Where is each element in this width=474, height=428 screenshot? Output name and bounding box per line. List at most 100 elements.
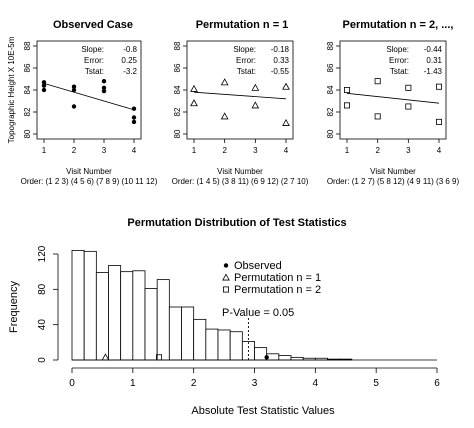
data-point [343, 102, 350, 109]
data-point [251, 101, 260, 109]
panel-title: Permutation n = 2, ..., [343, 19, 454, 31]
y-tick-label: 80 [37, 283, 48, 295]
order-text: Order: (1 4 5) (3 8 11) (6 9 12) (2 7 10… [172, 177, 309, 186]
y-tick-label: 40 [37, 319, 48, 331]
stat-value: -0.44 [424, 45, 443, 54]
x-tick-label: 3 [102, 146, 107, 155]
y-tick-label: 86 [326, 63, 335, 72]
x-axis-label: Visit Number [217, 167, 263, 176]
p-value-label: P-Value = 0.05 [222, 307, 294, 319]
x-axis-label: Visit Number [66, 167, 112, 176]
panel-title: Permutation n = 1 [196, 19, 289, 31]
y-tick-label: 84 [326, 85, 335, 94]
x-tick-label: 3 [253, 146, 258, 155]
stat-label: Slope: [386, 45, 409, 54]
histogram-panel: Permutation Distribution of Test Statist… [8, 217, 440, 417]
stat-value: -0.8 [123, 45, 137, 54]
data-point [101, 85, 107, 91]
legend-label: Observed [234, 260, 282, 272]
data-point [374, 113, 381, 120]
data-point [41, 87, 47, 93]
stat-label: Error: [236, 56, 256, 65]
y-tick-label: 84 [173, 85, 182, 94]
data-point [220, 112, 229, 120]
x-tick-label: 3 [252, 378, 258, 389]
histogram-bar [168, 306, 182, 361]
x-axis-label: Absolute Test Statistic Values [191, 405, 335, 417]
x-tick-label: 2 [222, 146, 227, 155]
regression-line [43, 83, 135, 111]
data-point [131, 119, 137, 125]
stat-label: Slope: [81, 45, 104, 54]
x-tick-label: 1 [192, 146, 197, 155]
data-point [405, 103, 412, 110]
x-tick-label: 2 [375, 146, 380, 155]
y-axis-label: Topographic Height X 10E-5m [7, 36, 16, 143]
histogram-bar [156, 279, 170, 361]
stat-label: Tstat: [237, 67, 256, 76]
stat-label: Error: [389, 56, 409, 65]
scatter-panel-3: Permutation n = 2, ..., 1 2 3 4 80 82 84 86 88 Vis… [326, 19, 460, 186]
data-point [71, 104, 77, 109]
y-tick-label: 86 [23, 63, 32, 72]
x-tick-label: 2 [72, 146, 77, 155]
y-tick-label: 88 [23, 41, 32, 50]
x-tick-label: 2 [191, 378, 197, 389]
histogram-bar [108, 265, 122, 361]
x-tick-label: 5 [373, 378, 379, 389]
legend-label: Permutation n = 1 [234, 272, 321, 284]
y-tick-label: 88 [326, 41, 335, 50]
x-tick-label: 4 [132, 146, 137, 155]
data-point [190, 84, 198, 92]
histogram-bar [83, 250, 97, 361]
data-point [41, 80, 47, 85]
x-tick-label: 0 [69, 378, 75, 389]
data-point [101, 88, 107, 94]
scatter-panel-2: Permutation n = 1 1 2 3 4 80 82 84 86 88 Visit Num… [172, 19, 309, 186]
y-tick-label: 82 [23, 107, 32, 116]
legend-marker [222, 286, 229, 293]
stat-value: -3.2 [123, 67, 137, 76]
stat-label: Tstat: [390, 67, 409, 76]
stat-label: Slope: [233, 45, 256, 54]
y-tick-label: 80 [173, 129, 182, 138]
data-point [435, 83, 442, 90]
stat-value: 0.33 [273, 56, 289, 65]
data-point [190, 99, 198, 107]
x-tick-label: 6 [434, 378, 440, 389]
y-axis-label: Frequency [8, 281, 20, 333]
data-point [374, 78, 381, 85]
data-point [435, 118, 442, 125]
histogram-bar [229, 331, 243, 361]
order-text: Order: (1 2 7) (5 8 12) (4 9 11) (3 6 9) [327, 177, 460, 186]
histogram-bar [205, 328, 219, 361]
y-tick-label: 0 [37, 357, 48, 363]
legend-label: Permutation n = 2 [234, 284, 321, 296]
x-tick-label: 1 [345, 146, 350, 155]
histogram-bar [278, 355, 292, 361]
stat-label: Error: [84, 56, 104, 65]
x-tick-label: 4 [437, 146, 442, 155]
data-point [131, 115, 137, 120]
histogram-bar [120, 271, 134, 361]
histogram-bar [95, 272, 109, 361]
data-point [101, 79, 107, 84]
y-tick-label: 120 [37, 245, 48, 262]
x-tick-label: 4 [313, 378, 319, 389]
data-point [251, 83, 260, 91]
x-tick-label: 4 [284, 146, 289, 155]
statistic-marker [264, 355, 269, 360]
data-point [220, 78, 229, 86]
x-axis-label: Visit Number [370, 167, 416, 176]
histogram-bar [71, 250, 85, 361]
legend-marker [222, 273, 230, 281]
histogram-title: Permutation Distribution of Test Statist… [127, 217, 346, 229]
y-tick-label: 80 [23, 129, 32, 138]
regression-line [193, 91, 287, 100]
x-tick-label: 3 [406, 146, 411, 155]
data-point [282, 118, 290, 126]
histogram-bar [144, 288, 158, 361]
order-text: Order: (1 2 3) (4 5 6) (7 8 9) (10 11 12… [21, 177, 158, 186]
stat-label: Tstat: [85, 67, 104, 76]
stat-value: -0.18 [271, 45, 290, 54]
